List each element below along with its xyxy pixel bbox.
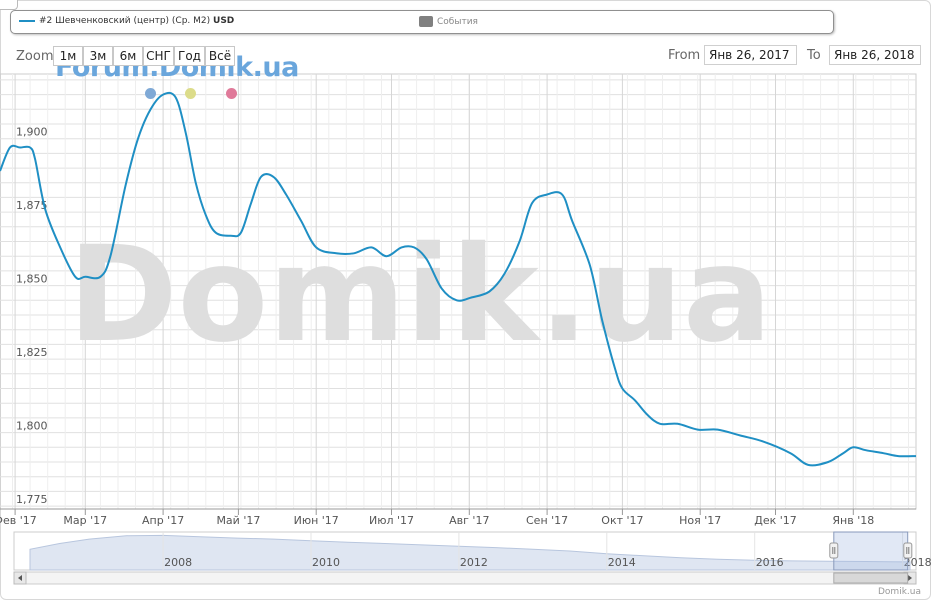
legend-item-events[interactable]: События (419, 16, 478, 27)
zoom-all-button[interactable]: Всё (205, 46, 235, 66)
legend-item-series[interactable]: #2 Шевченковский (центр) (Ср. M2) USD (19, 16, 234, 26)
zoom-label: Zoom (16, 49, 54, 64)
navigator-left-handle[interactable] (829, 542, 839, 559)
navigator-tick-label: 2014 (608, 556, 636, 569)
legend-series-label: #2 Шевченковский (центр) (Ср. M2) (39, 16, 211, 26)
navigator-tick-label: 2008 (164, 556, 192, 569)
navigator-series-area (29, 534, 911, 571)
x-tick-label: Фев '17 (0, 514, 37, 527)
x-tick-label: Авг '17 (449, 514, 489, 527)
navigator-scrollbar[interactable] (13, 571, 917, 585)
navigator-selection[interactable] (833, 531, 909, 571)
grid (0, 73, 917, 510)
to-date-input[interactable] (829, 45, 921, 65)
y-tick-label: 1,775 (16, 493, 48, 506)
x-tick-label: Июл '17 (369, 514, 414, 527)
scroll-left-arrow-icon (18, 575, 22, 581)
x-tick-label: Окт '17 (601, 514, 643, 527)
legend-events-label: События (437, 17, 478, 27)
navigator-tick-label: 2012 (460, 556, 488, 569)
x-tick-label: Ноя '17 (679, 514, 721, 527)
from-label: From (668, 48, 701, 63)
to-label: To (807, 48, 821, 63)
x-tick-label: Сен '17 (526, 514, 568, 527)
y-tick-label: 1,875 (16, 199, 48, 212)
credit-link[interactable]: Domik.ua (878, 587, 921, 597)
legend-series-unit: USD (213, 16, 235, 26)
series-swatch (19, 19, 35, 22)
navigator-tick-label: 2016 (756, 556, 784, 569)
watermark-dot-blue (145, 88, 156, 99)
scroll-thumb[interactable] (833, 572, 909, 584)
watermark-dot-yellow (185, 88, 196, 99)
watermark-dot-pink (226, 88, 237, 99)
x-tick-label: Апр '17 (142, 514, 184, 527)
y-tick-label: 1,850 (16, 273, 48, 286)
from-date-input[interactable] (704, 45, 797, 65)
corner-tab (0, 0, 18, 10)
x-tick-label: Дек '17 (754, 514, 797, 527)
scroll-right-arrow-icon (908, 575, 912, 581)
zoom-3m-button[interactable]: 3м (83, 46, 113, 66)
legend: #2 Шевченковский (центр) (Ср. M2) USD Со… (10, 10, 834, 34)
navigator-tick-label: 2010 (312, 556, 340, 569)
y-axis: 1,775 1,800 1,825 1,850 1,875 1,900 (16, 126, 48, 506)
y-tick-label: 1,825 (16, 346, 48, 359)
zoom-1m-button[interactable]: 1м (53, 46, 83, 66)
navigator-tick-label: 2018 (904, 556, 931, 569)
series-line[interactable] (0, 91, 917, 467)
x-tick-label: Май '17 (216, 514, 260, 527)
zoom-6m-button[interactable]: 6м (113, 46, 143, 66)
zoom-1y-button[interactable]: Год (174, 46, 205, 66)
events-swatch (419, 16, 433, 27)
x-tick-label: Июн '17 (294, 514, 339, 527)
navigator-right-handle[interactable] (903, 542, 913, 559)
x-tick-label: Мар '17 (63, 514, 107, 527)
y-tick-label: 1,900 (16, 126, 48, 139)
x-tick-label: Янв '18 (832, 514, 874, 527)
domik-watermark: Domik.ua (68, 218, 772, 372)
navigator[interactable]: 2008 2010 2012 2014 2016 2018 (13, 531, 931, 585)
x-axis: Фев '17 Мар '17 Апр '17 Май '17 Июн '17 Июл '… (0, 508, 916, 527)
y-tick-label: 1,800 (16, 420, 48, 433)
zoom-ytd-button[interactable]: СНГ (143, 46, 174, 66)
